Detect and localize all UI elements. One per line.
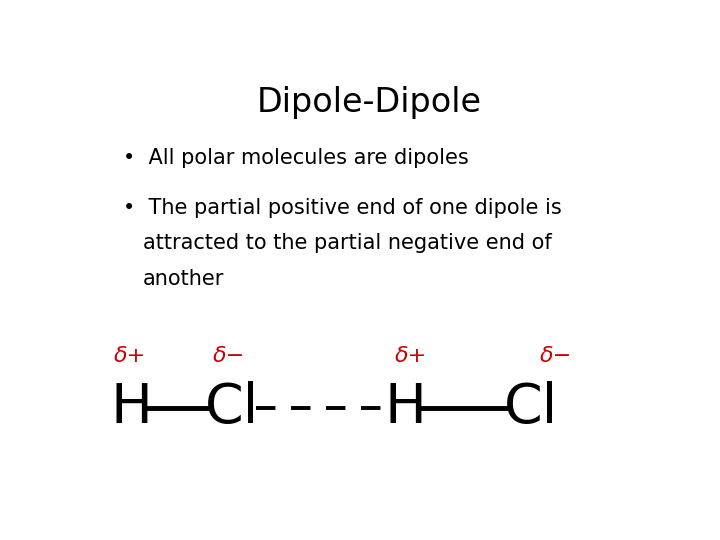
Text: Cl: Cl — [205, 381, 259, 435]
Text: another: another — [143, 268, 225, 288]
Text: •  All polar molecules are dipoles: • All polar molecules are dipoles — [124, 148, 469, 168]
Text: H: H — [111, 381, 153, 435]
Text: Cl: Cl — [504, 381, 558, 435]
Text: δ+: δ+ — [114, 346, 146, 366]
Text: δ−: δ− — [212, 346, 245, 366]
Text: attracted to the partial negative end of: attracted to the partial negative end of — [143, 233, 552, 253]
Text: H: H — [384, 381, 426, 435]
Text: •  The partial positive end of one dipole is: • The partial positive end of one dipole… — [124, 198, 562, 218]
Text: Dipole-Dipole: Dipole-Dipole — [256, 85, 482, 119]
Text: δ+: δ+ — [395, 346, 427, 366]
Text: δ−: δ− — [540, 346, 572, 366]
